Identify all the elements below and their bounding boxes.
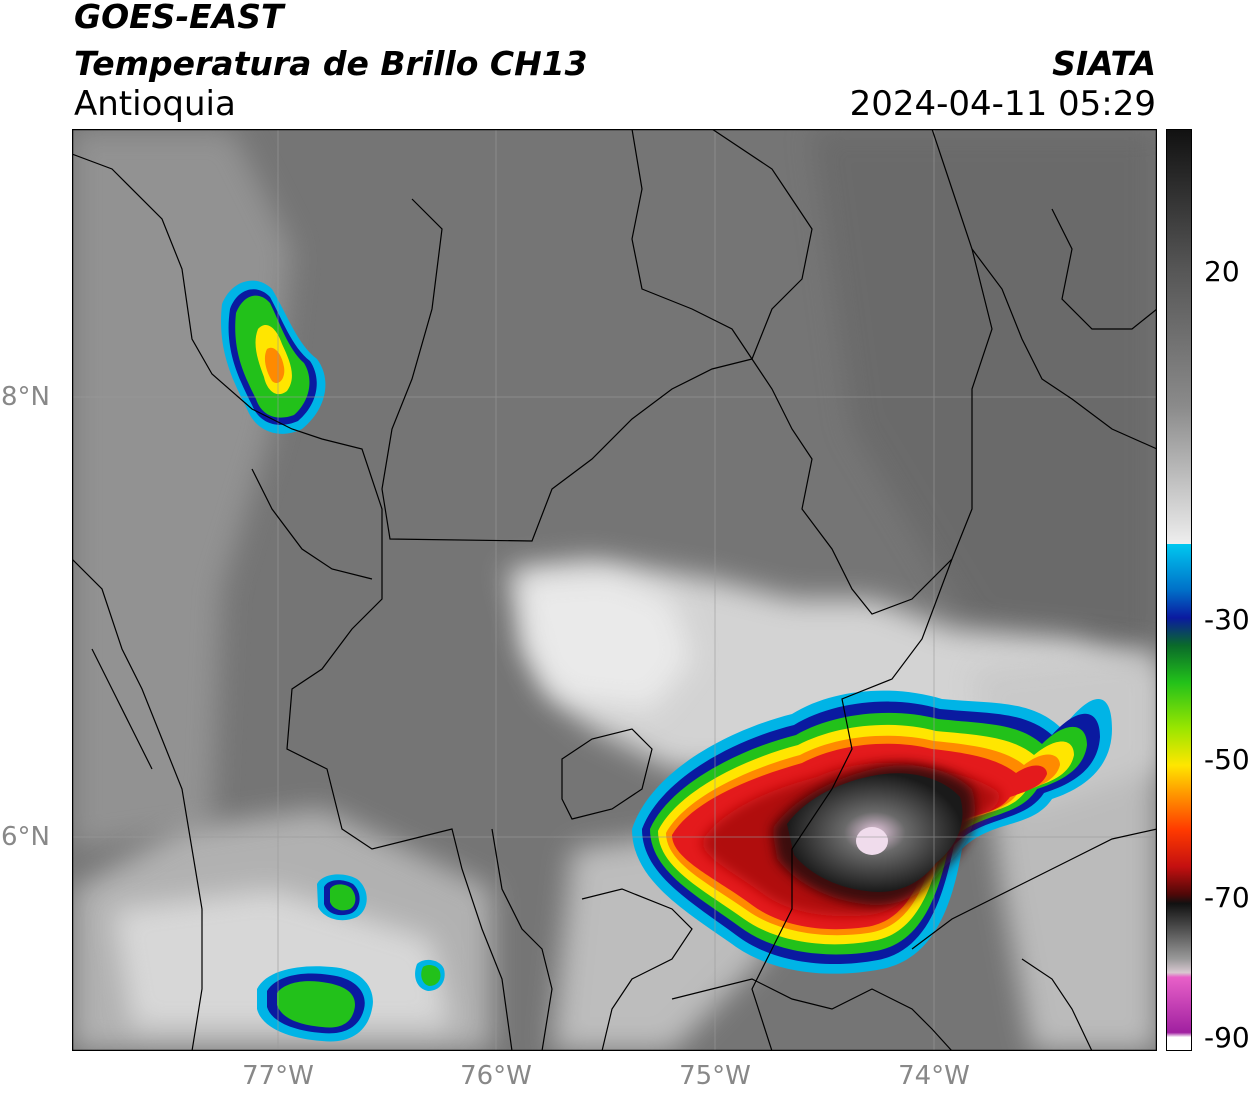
region-label: Antioquia bbox=[74, 84, 236, 124]
colorbar-tick-minus70: -70 bbox=[1204, 881, 1250, 914]
lat-label-6n: 6°N bbox=[1, 822, 50, 852]
graticule bbox=[72, 129, 1157, 1051]
storm-cell-northwest bbox=[221, 280, 326, 434]
timestamp-label: 2024-04-11 05:29 bbox=[849, 84, 1156, 124]
colorbar-tick-minus90: -90 bbox=[1204, 1021, 1250, 1054]
lon-label-76w: 76°W bbox=[460, 1061, 532, 1091]
product-title: Temperatura de Brillo CH13 bbox=[74, 44, 588, 83]
colorbar bbox=[1166, 129, 1192, 1051]
boundaries bbox=[72, 129, 1157, 1051]
brand-label: SIATA bbox=[1052, 44, 1156, 83]
storm-cell-main bbox=[632, 690, 1112, 974]
lon-label-75w: 75°W bbox=[679, 1061, 751, 1091]
colorbar-tick-minus30: -30 bbox=[1204, 603, 1250, 636]
colorbar-tick-minus50: -50 bbox=[1204, 743, 1250, 776]
storm-cell-southwest bbox=[257, 874, 445, 1042]
lon-label-77w: 77°W bbox=[242, 1061, 314, 1091]
satellite-map bbox=[72, 129, 1157, 1051]
lon-label-74w: 74°W bbox=[898, 1061, 970, 1091]
colorbar-tick-20: 20 bbox=[1204, 255, 1240, 288]
product-satellite-title: GOES-EAST bbox=[74, 0, 284, 36]
lat-label-8n: 8°N bbox=[1, 382, 50, 412]
